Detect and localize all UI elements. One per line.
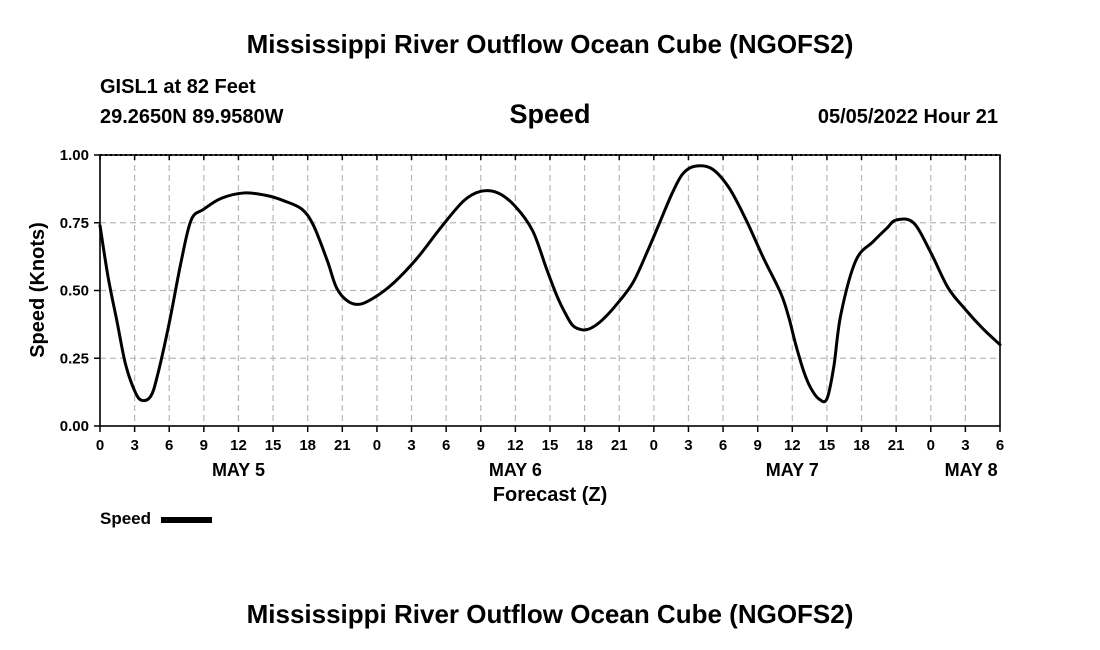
y-tick-label: 0.75 xyxy=(60,215,89,232)
x-tick-label: 6 xyxy=(996,437,1004,454)
y-tick-label: 0.00 xyxy=(60,418,89,435)
x-tick-label: 3 xyxy=(961,437,969,454)
day-label: MAY 7 xyxy=(766,460,819,480)
x-tick-label: 15 xyxy=(542,437,559,454)
x-tick-label: 6 xyxy=(719,437,727,454)
x-tick-label: 15 xyxy=(819,437,836,454)
x-tick-label: 21 xyxy=(611,437,628,454)
legend-label: Speed xyxy=(100,509,152,528)
x-tick-label: 3 xyxy=(407,437,415,454)
x-tick-label: 0 xyxy=(373,437,381,454)
x-tick-label: 3 xyxy=(130,437,138,454)
chart-title-bottom: Mississippi River Outflow Ocean Cube (NG… xyxy=(246,599,854,629)
speed-series-line xyxy=(98,164,1002,404)
chart-title: Mississippi River Outflow Ocean Cube (NG… xyxy=(246,29,854,59)
x-tick-label: 18 xyxy=(299,437,316,454)
x-tick-label: 0 xyxy=(927,437,935,454)
x-tick-label: 12 xyxy=(230,437,247,454)
x-tick-label: 12 xyxy=(507,437,524,454)
y-tick-label: 0.50 xyxy=(60,283,89,300)
legend-swatch xyxy=(161,517,212,523)
x-tick-label: 9 xyxy=(200,437,208,454)
x-tick-label: 0 xyxy=(650,437,658,454)
x-tick-label: 9 xyxy=(754,437,762,454)
y-tick-label: 1.00 xyxy=(60,147,89,164)
x-tick-label: 18 xyxy=(576,437,593,454)
x-tick-label: 3 xyxy=(684,437,692,454)
x-tick-label: 6 xyxy=(442,437,450,454)
x-tick-label: 21 xyxy=(334,437,351,454)
station-label: GISL1 at 82 Feet xyxy=(100,76,256,98)
day-label: MAY 8 xyxy=(945,460,998,480)
x-tick-label: 18 xyxy=(853,437,870,454)
x-axis: 0 3 6 9 12 15 18 21 0 3 6 9 12 15 18 21 0 3 6 9 12 15 18 21 0 3 6 xyxy=(96,155,1004,454)
y-axis: 0.00 0.25 0.50 0.75 1.00 xyxy=(60,147,100,435)
speed-chart: 0.00 0.25 0.50 0.75 1.00 0 3 6 9 12 15 18 21 0 3 6 9 12 1… xyxy=(27,147,1004,506)
x-tick-label: 9 xyxy=(477,437,485,454)
x-tick-label: 0 xyxy=(96,437,104,454)
y-axis-label: Speed (Knots) xyxy=(27,222,49,358)
station-coordinates: 29.2650N 89.9580W xyxy=(100,106,284,128)
variable-title: Speed xyxy=(509,99,591,129)
x-tick-label: 6 xyxy=(165,437,173,454)
x-tick-label: 21 xyxy=(888,437,905,454)
chart-grid xyxy=(100,155,1000,426)
x-axis-label: Forecast (Z) xyxy=(493,484,607,506)
x-tick-label: 15 xyxy=(265,437,282,454)
forecast-datetime: 05/05/2022 Hour 21 xyxy=(817,106,998,128)
day-labels: MAY 5 MAY 6 MAY 7 MAY 8 xyxy=(212,460,998,480)
y-tick-label: 0.25 xyxy=(60,350,89,367)
day-label: MAY 5 xyxy=(212,460,265,480)
x-tick-label: 12 xyxy=(784,437,801,454)
day-label: MAY 6 xyxy=(489,460,542,480)
